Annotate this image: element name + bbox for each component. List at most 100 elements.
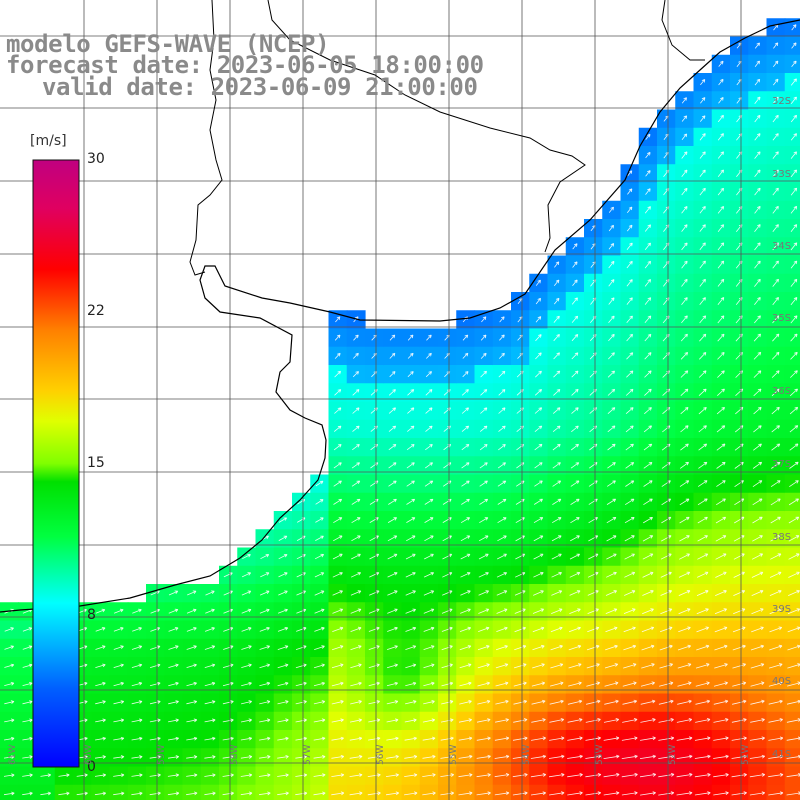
- wind-arrow: [790, 78, 797, 86]
- wind-arrow: [277, 608, 288, 614]
- wind-arrow: [349, 718, 363, 723]
- wind-arrow: [771, 406, 780, 415]
- wind-arrow: [732, 699, 747, 705]
- wind-arrow: [478, 626, 490, 632]
- wind-cell: [693, 419, 713, 439]
- wind-arrow: [696, 626, 710, 633]
- wind-cell: [711, 784, 731, 800]
- wind-arrow: [388, 389, 396, 396]
- wind-arrow: [679, 553, 690, 560]
- wind-cell: [730, 182, 749, 202]
- wind-arrow: [790, 224, 798, 232]
- wind-cell: [346, 784, 366, 800]
- wind-cell: [693, 127, 713, 147]
- wind-arrow: [642, 553, 654, 560]
- wind-arrow: [790, 96, 797, 104]
- wind-arrow: [606, 498, 617, 505]
- wind-cell: [346, 419, 366, 439]
- wind-arrow: [621, 772, 638, 778]
- wind-arrow: [462, 371, 469, 378]
- wind-arrow: [641, 626, 655, 633]
- wind-cell: [748, 73, 768, 92]
- wind-cell: [492, 365, 512, 384]
- wind-cell: [529, 383, 549, 403]
- wind-arrow: [58, 773, 70, 778]
- wind-arrow: [550, 626, 563, 633]
- wind-cell: [146, 657, 165, 676]
- wind-arrow: [476, 736, 491, 741]
- wind-arrow: [406, 498, 416, 505]
- lon-label: 55W: [449, 744, 459, 765]
- wind-arrow: [495, 718, 509, 723]
- wind-arrow: [512, 791, 528, 796]
- wind-arrow: [607, 462, 616, 469]
- wind-cell: [711, 127, 731, 147]
- wind-arrow: [551, 590, 563, 596]
- lon-label: 59W: [157, 744, 167, 765]
- wind-cell: [346, 602, 366, 622]
- wind-cell: [492, 784, 512, 800]
- wind-cell: [383, 602, 403, 622]
- wind-cell: [693, 91, 713, 111]
- wind-arrow: [680, 370, 689, 378]
- wind-arrow: [186, 627, 197, 632]
- wind-arrow: [406, 480, 415, 487]
- wind-arrow: [567, 699, 583, 705]
- wind-arrow: [113, 791, 125, 796]
- wind-arrow: [350, 608, 362, 614]
- wind-cell: [328, 584, 348, 603]
- wind-cell: [310, 547, 330, 567]
- wind-arrow: [680, 352, 689, 360]
- wind-arrow: [679, 535, 690, 542]
- wind-arrow: [700, 97, 706, 104]
- wind-arrow: [694, 736, 711, 741]
- wind-arrow: [626, 315, 633, 324]
- wind-cell: [784, 346, 800, 366]
- wind-cell: [602, 219, 622, 238]
- wind-arrow: [548, 773, 565, 778]
- wind-cell: [784, 565, 800, 585]
- wind-cell: [602, 602, 622, 622]
- wind-arrow: [608, 352, 615, 360]
- wind-cell: [711, 474, 731, 494]
- wind-arrow: [752, 461, 763, 469]
- wind-arrow: [368, 700, 380, 705]
- wind-cell: [237, 602, 257, 622]
- wind-arrow: [626, 206, 633, 214]
- lat-label: 37S: [772, 459, 792, 470]
- wind-arrow: [679, 461, 689, 469]
- wind-cell: [748, 200, 768, 220]
- wind-cell: [675, 273, 695, 293]
- wind-cell: [529, 511, 549, 530]
- wind-arrow: [790, 169, 797, 178]
- wind-arrow: [186, 700, 198, 705]
- wind-arrow: [789, 443, 799, 451]
- wind-arrow: [605, 626, 618, 633]
- wind-arrow: [567, 718, 583, 723]
- wind-cell: [693, 73, 713, 92]
- wind-cell: [547, 328, 567, 348]
- wind-arrow: [424, 462, 433, 469]
- wind-cell: [620, 383, 640, 403]
- wind-cell: [438, 602, 457, 622]
- wind-arrow: [113, 755, 125, 759]
- wind-arrow: [552, 480, 562, 487]
- wind-arrow: [368, 645, 380, 650]
- wind-cell: [584, 365, 603, 384]
- wind-arrow: [478, 590, 490, 596]
- wind-cell: [584, 474, 603, 494]
- wind-arrow: [568, 681, 582, 687]
- wind-arrow: [499, 334, 505, 341]
- wind-arrow: [478, 553, 489, 560]
- wind-cell: [346, 438, 366, 457]
- wind-cell: [54, 784, 74, 800]
- wind-arrow: [754, 242, 761, 251]
- wind-arrow: [569, 571, 581, 578]
- wind-arrow: [680, 388, 689, 396]
- wind-cell: [547, 346, 567, 366]
- wind-arrow: [569, 590, 581, 596]
- wind-arrow: [754, 260, 761, 269]
- wind-arrow: [424, 553, 434, 560]
- wind-arrow: [642, 517, 653, 524]
- wind-arrow: [494, 773, 510, 778]
